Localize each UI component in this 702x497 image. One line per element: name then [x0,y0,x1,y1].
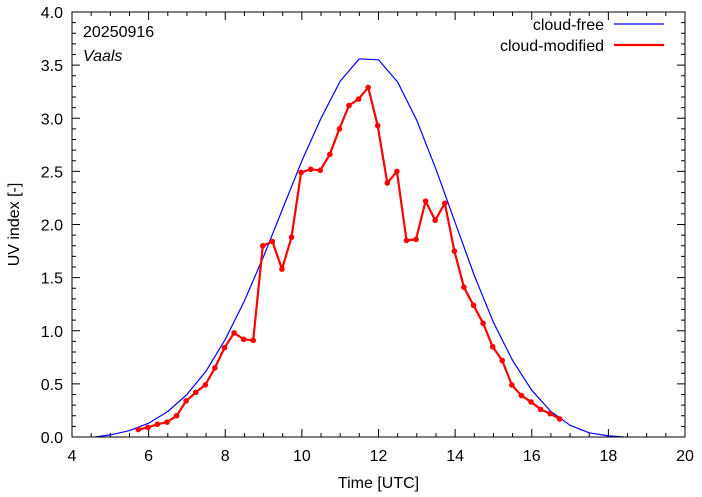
data-point-cloud-modified [403,237,410,244]
x-tick-label: 14 [446,448,464,465]
x-axis-title: Time [UTC] [338,475,419,492]
data-point-cloud-modified [556,416,563,422]
series-line-cloud-free [94,58,624,438]
data-point-cloud-modified [154,421,161,428]
data-point-cloud-modified [355,96,362,102]
plot-frame [71,11,686,438]
y-tick-label: 2.5 [41,164,63,181]
x-tick-label: 12 [370,448,388,465]
data-point-cloud-modified [384,180,391,186]
x-tick-label: 6 [144,448,153,465]
tick-labels: 4 6 8 10 12 14 16 18 20 0.0 0.5 1.0 1.5 2.0 2.5 3.0 3.5 4… [41,5,694,465]
data-point-cloud-modified [394,168,400,175]
data-point-cloud-modified [547,410,553,417]
data-point-cloud-modified [212,365,218,371]
data-point-cloud-modified [480,320,486,327]
data-point-cloud-modified [509,382,515,388]
x-tick-label: 18 [599,448,617,465]
x-tick-label: 10 [293,448,311,465]
y-tick-label: 0.5 [41,377,63,394]
y-tick-label: 1.5 [41,271,63,288]
data-point-cloud-modified [346,102,352,109]
y-tick-label: 1.0 [41,324,63,341]
x-tick-label: 16 [523,448,541,465]
y-tick-label: 3.5 [41,58,63,75]
data-point-cloud-modified [279,266,285,272]
data-point-cloud-modified [250,337,257,344]
data-point-cloud-modified [288,234,295,241]
data-point-cloud-modified [135,426,142,433]
data-point-cloud-modified [145,424,151,431]
data-point-cloud-modified [461,284,467,290]
data-point-cloud-modified [451,248,458,254]
y-axis-title: UV index [-] [6,183,23,267]
data-point-cloud-modified [336,126,343,132]
legend: cloud-free cloud-modified [500,17,664,55]
data-point-cloud-modified [413,236,419,243]
x-tick-label: 4 [68,448,77,465]
data-point-cloud-modified [489,343,496,350]
location-annotation: Vaals [83,48,122,65]
data-point-cloud-modified [499,357,506,364]
data-point-cloud-modified [164,419,170,425]
data-point-cloud-modified [183,398,189,404]
data-point-cloud-modified [240,336,247,343]
data-point-cloud-modified [374,122,381,129]
data-point-cloud-modified [317,167,324,174]
data-point-cloud-modified [422,198,429,204]
legend-label-cloud-free: cloud-free [533,17,604,34]
data-point-cloud-modified [528,399,534,405]
data-point-cloud-modified [202,382,209,388]
data-point-cloud-modified [221,344,228,351]
data-point-cloud-modified [432,217,439,224]
data-point-cloud-modified [298,169,304,176]
data-point-cloud-modified [518,392,525,399]
data-point-cloud-modified [173,412,180,419]
data-point-cloud-modified [537,406,544,413]
x-tick-label: 8 [221,448,230,465]
y-tick-label: 0.0 [41,430,63,447]
data-point-cloud-modified [259,242,266,249]
data-point-cloud-modified [192,389,199,396]
legend-label-cloud-modified: cloud-modified [500,38,604,55]
data-point-cloud-modified [365,84,371,91]
data-point-cloud-modified [327,151,333,158]
data-point-cloud-modified [231,330,237,336]
series-layer [94,58,624,438]
date-annotation: 20250916 [83,24,154,41]
data-point-cloud-modified [307,166,314,173]
y-tick-label: 2.0 [41,218,63,235]
data-point-cloud-modified [269,238,276,245]
data-point-cloud-modified [441,200,448,207]
data-point-cloud-modified [470,302,477,309]
y-tick-label: 3.0 [41,111,63,128]
y-tick-label: 4.0 [41,5,63,22]
x-tick-label: 20 [676,448,694,465]
